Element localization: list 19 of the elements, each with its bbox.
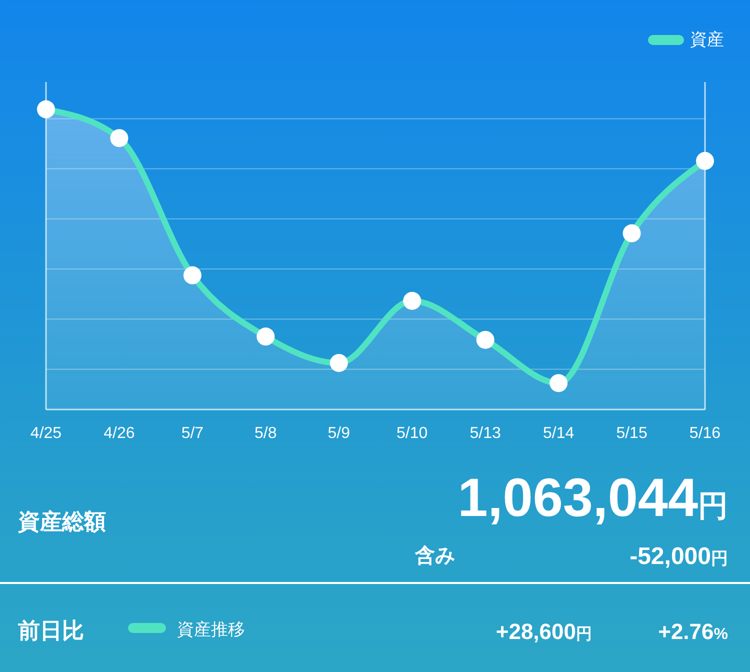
x-tick-label: 5/14	[542, 425, 574, 442]
x-tick-label: 4/26	[104, 425, 135, 442]
text: +28,600円	[496, 619, 592, 644]
text: -52,000円	[630, 543, 728, 570]
legend-label: 資産	[690, 30, 724, 49]
text: 資産総額	[17, 509, 106, 534]
x-tick-label: 5/9	[328, 425, 350, 442]
text: 資産推移	[177, 620, 245, 639]
x-tick-label: 5/13	[470, 425, 502, 442]
x-tick-label: 5/7	[181, 425, 204, 442]
text: 含み	[414, 544, 455, 567]
x-tick-label: 5/15	[616, 425, 648, 442]
x-tick-label: 5/16	[689, 425, 721, 442]
text: 前日比	[17, 618, 84, 643]
x-tick-label: 5/10	[396, 425, 428, 442]
x-tick-label: 4/25	[30, 425, 62, 442]
x-tick-label: 5/8	[254, 425, 277, 442]
text: 1,063,044円	[458, 468, 728, 528]
text: +2.76%	[658, 619, 728, 644]
